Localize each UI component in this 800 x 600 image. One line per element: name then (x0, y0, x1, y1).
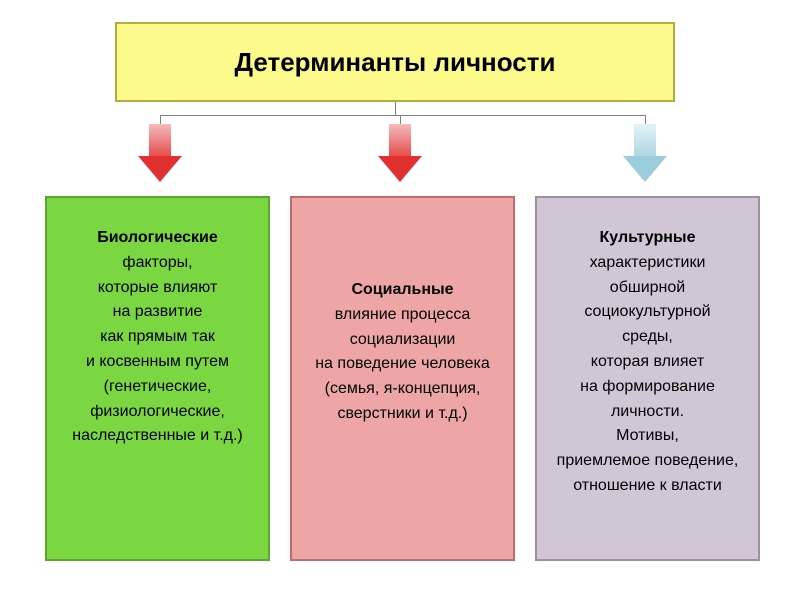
column-line: на поведение человека (315, 352, 490, 377)
column-line: физиологические, (90, 400, 225, 425)
column-line: (генетические, (104, 375, 212, 400)
diagram-canvas: Детерминанты личности Биологическиефакто… (0, 0, 800, 600)
column-line: наследственные и т.д.) (72, 424, 243, 449)
arrow-stem-2 (634, 124, 656, 156)
arrow-head-0 (138, 156, 182, 182)
title-box: Детерминанты личности (115, 22, 675, 102)
column-line: которая влияет (591, 350, 704, 375)
column-line: социализации (350, 328, 456, 353)
arrow-head-2 (623, 156, 667, 182)
column-line: обширной (610, 276, 685, 301)
column-line: социокультурной (584, 300, 710, 325)
column-cultural: Культурныехарактеристикиобширнойсоциокул… (535, 196, 760, 561)
arrow-head-1 (378, 156, 422, 182)
column-line: сверстники и т.д.) (337, 402, 467, 427)
column-line: и косвенным путем (86, 350, 229, 375)
column-line: среды, (622, 325, 673, 350)
column-head: Социальные (351, 278, 453, 303)
column-line: как прямым так (100, 325, 215, 350)
column-line: характеристики (590, 251, 706, 276)
column-line: (семья, я-концепция, (325, 377, 481, 402)
column-line: на развитие (113, 300, 203, 325)
title-text: Детерминанты личности (235, 47, 556, 78)
column-line: которые влияют (98, 276, 218, 301)
column-line: приемлемое поведение, (557, 449, 739, 474)
column-head: Биологические (97, 226, 218, 251)
column-bio: Биологическиефакторы,которые влияютна ра… (45, 196, 270, 561)
column-line: отношение к власти (573, 474, 722, 499)
column-social: Социальныевлияние процессасоциализациина… (290, 196, 515, 561)
column-line: влияние процесса (335, 303, 470, 328)
column-line: на формирование (580, 375, 715, 400)
column-line: Мотивы, (616, 424, 679, 449)
connector-stub (395, 102, 396, 115)
arrow-stem-1 (389, 124, 411, 156)
column-head: Культурные (600, 226, 696, 251)
arrow-stem-0 (149, 124, 171, 156)
column-line: личности. (611, 400, 684, 425)
column-line: факторы, (122, 251, 192, 276)
connector-horizontal (160, 115, 645, 116)
